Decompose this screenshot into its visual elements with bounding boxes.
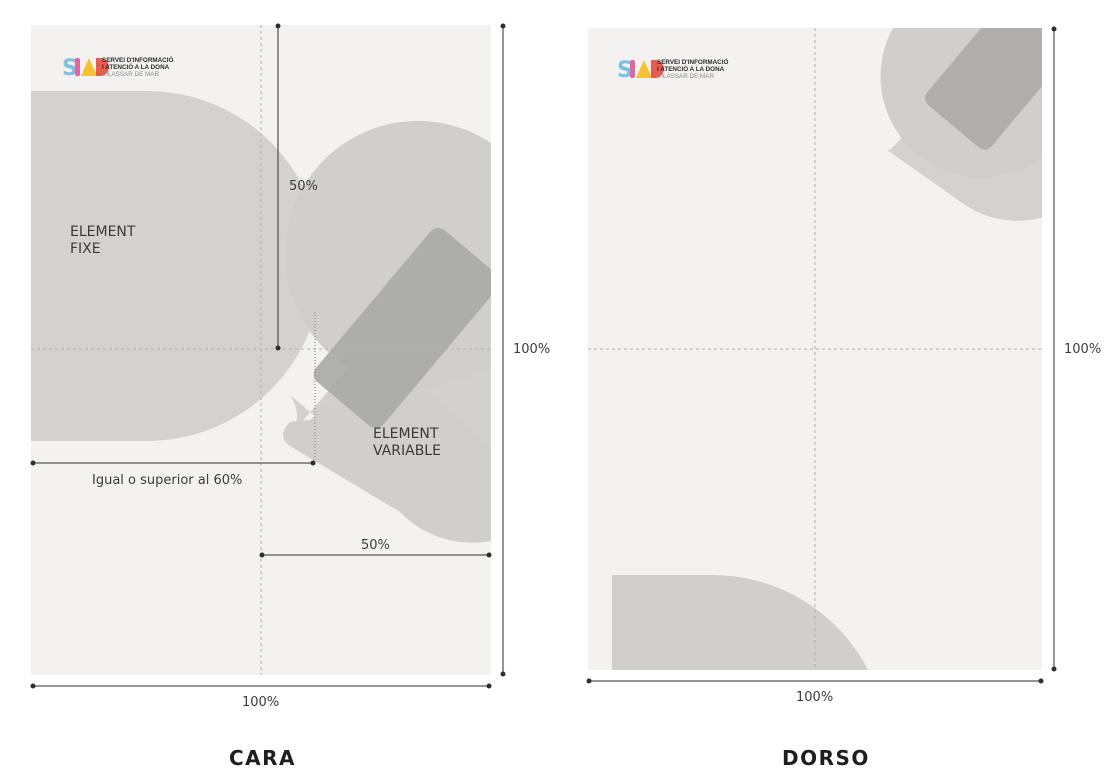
fixed-element-label-line2: FIXE bbox=[70, 241, 101, 257]
fixed-element-label-line1: ELEMENT bbox=[70, 224, 136, 240]
front-logo-mark: S bbox=[62, 56, 109, 81]
back-corner-bar bbox=[925, 28, 1042, 150]
back-caption: DORSO bbox=[782, 746, 870, 770]
back-logo-line1: SERVEI D'INFORMACIÓ bbox=[657, 59, 729, 66]
svg-text:S: S bbox=[617, 58, 633, 83]
fixed-element-label: ELEMENT FIXE bbox=[70, 224, 135, 258]
dim-vertical-half-label: 50% bbox=[289, 179, 318, 194]
front-logo-line1: SERVEI D'INFORMACIÓ bbox=[102, 57, 174, 64]
variable-element-label: ELEMENT VARIABLE bbox=[373, 426, 441, 460]
variable-element-label-line1: ELEMENT bbox=[373, 426, 439, 442]
variable-element-tab bbox=[283, 352, 491, 543]
fixed-element-shape bbox=[31, 91, 322, 441]
dim-back-width-label: 100% bbox=[796, 690, 834, 705]
front-logo-text: SERVEI D'INFORMACIÓ I ATENCIÓ A LA DONA … bbox=[102, 57, 173, 78]
variable-element-label-line2: VARIABLE bbox=[373, 443, 441, 459]
dim-min-width-label: Igual o superior al 60% bbox=[92, 473, 243, 488]
back-logo-line3: VILASSAR DE MAR bbox=[657, 73, 715, 80]
back-logo-text: SERVEI D'INFORMACIÓ I ATENCIÓ A LA DONA … bbox=[657, 59, 728, 80]
svg-text:S: S bbox=[62, 56, 78, 81]
dim-back-height-label: 100% bbox=[1064, 342, 1102, 357]
front-logo-line2: I ATENCIÓ A LA DONA bbox=[102, 64, 170, 71]
dim-horizontal-half-label: 50% bbox=[361, 538, 390, 553]
dim-front-width-label: 100% bbox=[242, 695, 280, 710]
front-logo-line3: VILASSAR DE MAR bbox=[102, 71, 160, 78]
variable-element-bar bbox=[313, 227, 491, 429]
back-logo-mark: S bbox=[617, 58, 664, 83]
back-logo-line2: I ATENCIÓ A LA DONA bbox=[657, 66, 725, 73]
front-caption: CARA bbox=[229, 746, 297, 770]
dim-front-height-label: 100% bbox=[513, 342, 551, 357]
back-bottom-shape bbox=[612, 574, 868, 670]
